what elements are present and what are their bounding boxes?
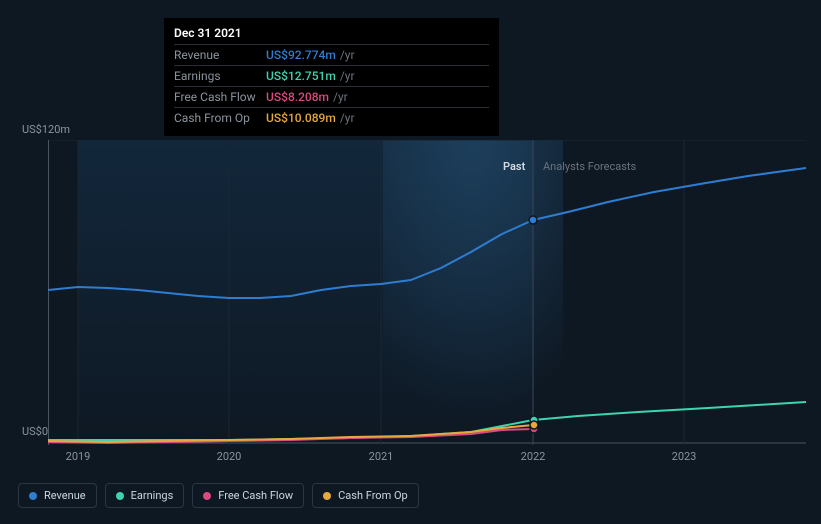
x-axis-tick: 2023 [672,450,697,463]
tooltip-row: RevenueUS$92.774m/yr [174,44,489,65]
tooltip-metric-value: US$8.208m [266,90,329,104]
x-axis: 2019 2020 2021 2022 2023 [48,450,806,470]
tooltip-metric-label: Free Cash Flow [174,90,266,104]
y-axis-label-zero: US$0 [22,425,48,438]
tooltip-row: Cash From OpUS$10.089m/yr [174,107,489,128]
tooltip-metric-value: US$12.751m [266,69,336,83]
x-axis-tick: 2021 [369,450,394,463]
legend-dot-icon [29,492,37,500]
tooltip-metric-label: Revenue [174,48,266,62]
tooltip-metric-value: US$92.774m [266,48,336,62]
legend-item[interactable]: Revenue [18,483,97,508]
legend-dot-icon [203,492,211,500]
tooltip-row: Free Cash FlowUS$8.208m/yr [174,86,489,107]
legend-item[interactable]: Free Cash Flow [192,483,304,508]
chart-plot-area[interactable]: Past Analysts Forecasts [48,140,806,445]
tooltip-metric-unit: /yr [340,69,355,83]
tooltip-metric-label: Cash From Op [174,111,266,125]
tooltip-metric-unit: /yr [340,48,355,62]
legend-item[interactable]: Cash From Op [312,483,419,508]
tooltip-metric-unit: /yr [340,111,355,125]
legend-dot-icon [323,492,331,500]
tooltip-metric-label: Earnings [174,69,266,83]
legend-label: Earnings [131,489,174,502]
legend-label: Free Cash Flow [218,489,293,502]
tooltip-metric-unit: /yr [333,90,348,104]
x-axis-tick: 2019 [66,450,91,463]
earnings-forecast-chart[interactable]: US$120m US$0 Past Analysts Forecasts 201… [16,125,806,465]
legend-label: Revenue [44,489,86,502]
chart-tooltip: Dec 31 2021 RevenueUS$92.774m/yrEarnings… [164,18,499,136]
tooltip-date: Dec 31 2021 [174,26,489,44]
chart-legend: Revenue Earnings Free Cash Flow Cash From O… [18,483,419,508]
y-axis-label-top: US$120m [22,123,70,136]
legend-dot-icon [116,492,124,500]
past-region-label: Past [503,160,525,173]
forecast-region-label: Analysts Forecasts [543,160,636,173]
x-axis-tick: 2022 [521,450,546,463]
legend-label: Cash From Op [338,489,408,502]
tooltip-row: EarningsUS$12.751m/yr [174,65,489,86]
x-axis-tick: 2020 [217,450,242,463]
tooltip-metric-value: US$10.089m [266,111,336,125]
legend-item[interactable]: Earnings [105,483,185,508]
